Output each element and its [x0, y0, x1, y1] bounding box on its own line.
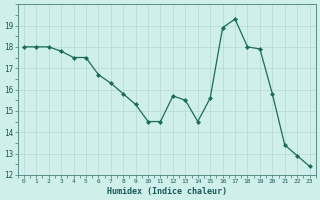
X-axis label: Humidex (Indice chaleur): Humidex (Indice chaleur)	[107, 187, 227, 196]
